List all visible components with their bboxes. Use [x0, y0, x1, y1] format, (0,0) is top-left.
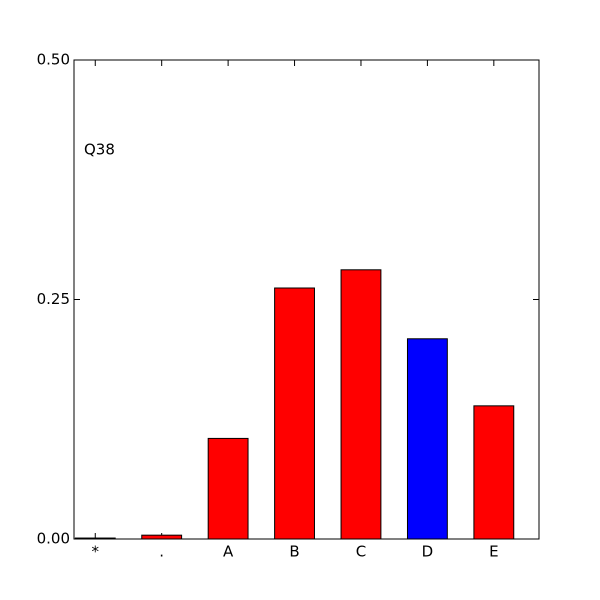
bar	[340, 269, 382, 540]
x-tick-label: B	[289, 543, 299, 561]
bar	[406, 338, 448, 540]
y-tick-label: 0.50	[37, 51, 70, 69]
x-tick-label: E	[489, 543, 498, 561]
x-tick-label: .	[159, 543, 164, 561]
x-tick-label: *	[92, 543, 100, 561]
y-tick-label: 0.25	[37, 290, 70, 308]
bar	[274, 287, 315, 540]
bar	[473, 405, 515, 540]
x-tick-label: C	[356, 543, 366, 561]
x-tick-label: A	[223, 543, 234, 561]
y-tick-label: 0.00	[37, 530, 70, 548]
annotation: Q38	[84, 141, 115, 159]
bar	[207, 437, 249, 540]
bar	[141, 534, 183, 540]
x-tick-label: D	[422, 543, 434, 561]
bar	[74, 537, 116, 540]
